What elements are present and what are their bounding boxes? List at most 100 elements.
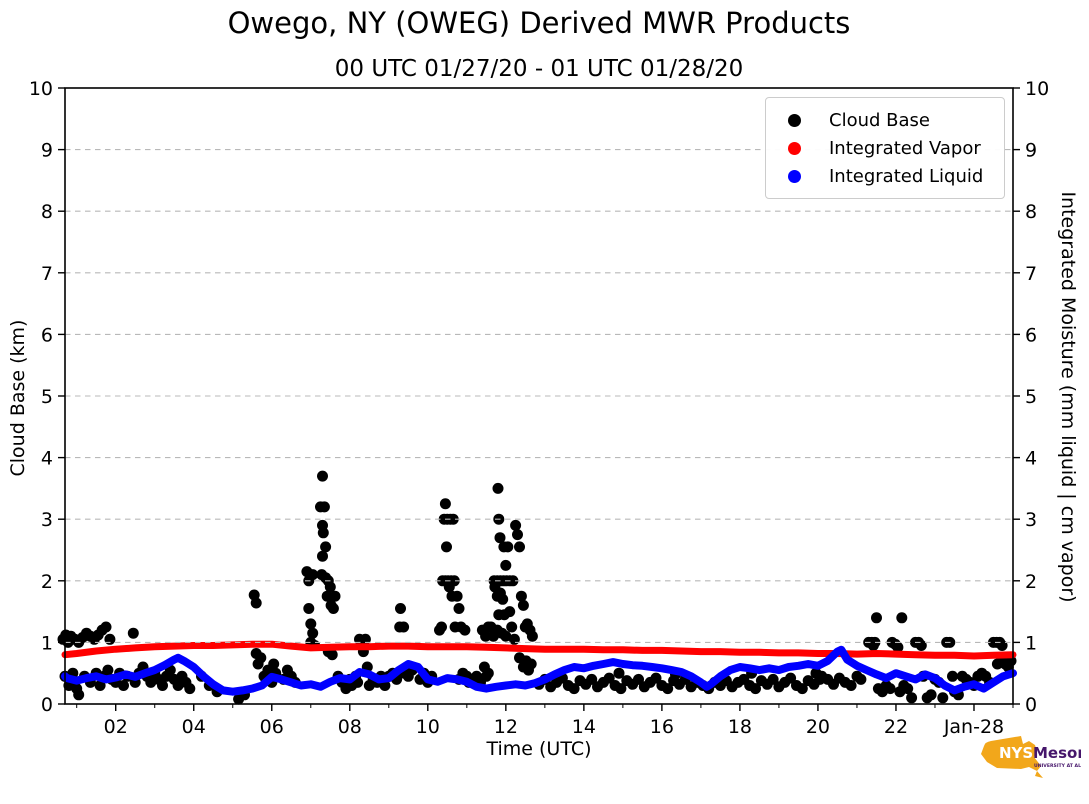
integrated-liquid-line xyxy=(61,645,1017,696)
x-tick-label: 20 xyxy=(806,716,830,738)
cloud-base-point xyxy=(507,575,519,587)
cloud-base-point xyxy=(867,640,879,651)
cloud-base-point xyxy=(104,633,116,645)
y-right-tick-label: 7 xyxy=(1025,263,1037,285)
y-right-tick-label: 8 xyxy=(1025,201,1037,223)
cloud-base-point xyxy=(508,633,520,645)
y-left-tick-label: 4 xyxy=(41,448,53,470)
cloud-base-point xyxy=(317,550,328,562)
x-tick-label: 02 xyxy=(104,716,128,738)
svg-text:UNIVERSITY AT ALBANY: UNIVERSITY AT ALBANY xyxy=(1034,763,1081,769)
cloud-base-point xyxy=(603,672,615,684)
cloud-base-point xyxy=(307,627,319,639)
cloud-base-point xyxy=(925,689,937,701)
y-right-tick-label: 1 xyxy=(1025,632,1037,654)
x-tick-label: 16 xyxy=(650,716,674,738)
x-tick-label: 08 xyxy=(338,716,362,738)
cloud-base-point xyxy=(902,683,914,695)
nys-state-icon: NYS Mesonet UNIVERSITY AT ALBANY xyxy=(981,736,1081,778)
y-left-tick-label: 5 xyxy=(41,386,53,408)
legend-label: Cloud Base xyxy=(829,109,930,131)
cloud-base-point xyxy=(255,652,267,664)
y-right-tick-label: 9 xyxy=(1025,140,1037,162)
cloud-base-point xyxy=(785,672,797,684)
cloud-base-point xyxy=(453,603,465,614)
integrated-liquid-marker-icon xyxy=(788,169,801,183)
nys-mesonet-logo: NYS Mesonet UNIVERSITY AT ALBANY xyxy=(977,724,1081,796)
cloud-base-point xyxy=(441,541,452,553)
x-tick-label: 10 xyxy=(416,716,440,738)
y-left-tick-label: 3 xyxy=(41,509,53,531)
cloud-base-point xyxy=(184,683,196,695)
cloud-base-point xyxy=(317,470,328,482)
y-right-tick-label: 6 xyxy=(1025,324,1037,346)
svg-text:Mesonet: Mesonet xyxy=(1033,744,1081,762)
x-tick-label: 06 xyxy=(260,716,284,738)
x-tick-label: Jan-28 xyxy=(943,716,1004,738)
cloud-base-point xyxy=(586,673,598,685)
y-right-tick-label: 2 xyxy=(1025,571,1037,593)
cloud-base-point xyxy=(845,680,857,691)
cloud-base-point xyxy=(613,667,625,679)
chart-subtitle: 00 UTC 01/27/20 - 01 UTC 01/28/20 xyxy=(334,56,744,82)
cloud-base-point xyxy=(947,670,958,682)
cloud-base-point xyxy=(303,603,315,614)
cloud-base-point xyxy=(329,590,341,602)
cloud-base-point xyxy=(321,590,333,602)
y-left-tick-label: 10 xyxy=(29,78,53,100)
legend-item-cloud-base: Cloud Base xyxy=(766,106,1004,134)
cloud-base-point xyxy=(459,624,471,636)
y-left-tick-label: 1 xyxy=(41,632,53,654)
cloud-base-point xyxy=(443,581,455,593)
cloud-base-point xyxy=(512,529,523,541)
cloud-base-point xyxy=(855,673,867,685)
cloud-base-point xyxy=(515,590,527,602)
cloud-base-point xyxy=(447,513,459,525)
svg-text:NYS: NYS xyxy=(999,744,1033,762)
cloud-base-point xyxy=(100,621,112,633)
y-left-tick-label: 7 xyxy=(41,263,53,285)
y-right-tick-label: 4 xyxy=(1025,448,1037,470)
cloud-base-point xyxy=(796,683,808,695)
cloud-base-point xyxy=(767,673,779,685)
cloud-base-point xyxy=(326,649,338,661)
cloud-base-point xyxy=(94,680,106,691)
cloud-base-point xyxy=(750,683,761,695)
cloud-base-point xyxy=(127,627,139,639)
chart-title: Owego, NY (OWEG) Derived MWR Products xyxy=(227,6,851,40)
x-tick-label: 04 xyxy=(182,716,206,738)
legend-item-integrated-vapor: Integrated Vapor xyxy=(766,134,1004,162)
y-axis-label-right: Integrated Moisture (mm liquid | cm vapo… xyxy=(1057,191,1079,603)
legend-label: Integrated Liquid xyxy=(829,165,984,187)
cloud-base-point xyxy=(324,581,336,593)
cloud-base-point xyxy=(915,640,927,651)
cloud-base-point xyxy=(514,541,525,553)
cloud-base-point xyxy=(268,658,280,670)
x-axis-label: Time (UTC) xyxy=(486,738,592,760)
y-right-tick-label: 0 xyxy=(1025,694,1037,716)
cloud-base-point xyxy=(451,590,463,602)
legend-label: Integrated Vapor xyxy=(829,137,981,159)
cloud-base-point xyxy=(494,532,506,544)
cloud-base-point xyxy=(318,501,330,513)
y-axis-label-left: Cloud Base (km) xyxy=(7,319,29,477)
chart-legend: Cloud Base Integrated Vapor Integrated L… xyxy=(765,97,1005,199)
cloud-base-point xyxy=(502,541,514,553)
cloud-base-point xyxy=(615,683,627,695)
cloud-base-point xyxy=(662,683,674,695)
cloud-base-point xyxy=(157,680,168,691)
cloud-base-point xyxy=(884,683,896,695)
cloud-base-point xyxy=(73,689,85,701)
x-tick-label: 18 xyxy=(728,716,752,738)
x-tick-label: 12 xyxy=(494,716,518,738)
cloud-base-point xyxy=(906,692,918,704)
cloud-base-point xyxy=(937,692,949,704)
cloud-base-marker-icon xyxy=(788,113,801,127)
cloud-base-point xyxy=(500,630,512,642)
integrated-vapor-marker-icon xyxy=(788,141,801,155)
cloud-base-point xyxy=(250,597,262,609)
y-left-tick-label: 8 xyxy=(41,201,53,223)
cloud-base-point xyxy=(526,630,538,642)
x-tick-label: 14 xyxy=(572,716,596,738)
